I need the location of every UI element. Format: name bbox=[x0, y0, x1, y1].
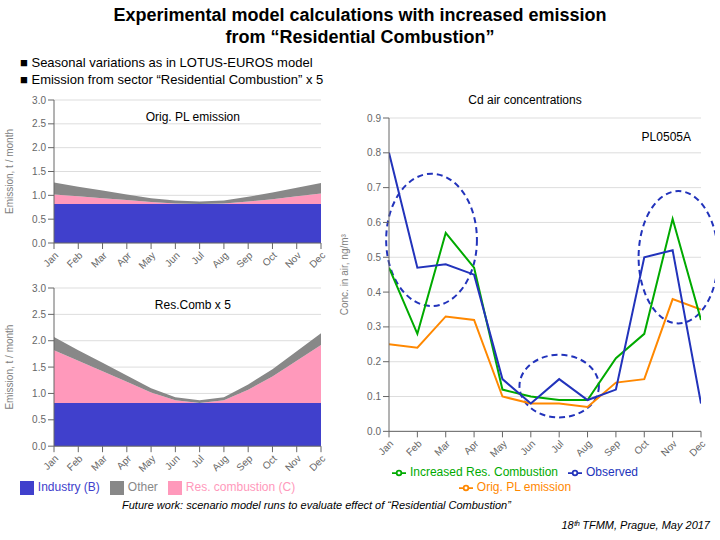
html-text:from “Residential Combustion”: from “Residential Combustion” bbox=[225, 27, 495, 47]
svg-text:Jun: Jun bbox=[163, 250, 182, 269]
html-text:Experimental model calculation: Experimental model calculations with inc… bbox=[113, 5, 607, 25]
html-text:18ᵗʰ TFMM, Prague, May 2017: 18ᵗʰ TFMM, Prague, May 2017 bbox=[561, 519, 710, 531]
html-text:■ Seasonal variations as in LO: ■ Seasonal variations as in LOTUS-EUROS … bbox=[20, 55, 313, 70]
svg-text:Emission, t / month: Emission, t / month bbox=[8, 325, 15, 410]
svg-text:2.0: 2.0 bbox=[32, 142, 46, 153]
svg-text:Jul: Jul bbox=[549, 438, 566, 455]
svg-text:Nov: Nov bbox=[283, 250, 303, 270]
svg-text:May: May bbox=[136, 453, 157, 474]
svg-text:2.5: 2.5 bbox=[32, 118, 46, 129]
svg-text:0.5: 0.5 bbox=[367, 252, 381, 263]
svg-text:Feb: Feb bbox=[65, 453, 85, 473]
svg-text:Apr: Apr bbox=[114, 452, 133, 471]
svg-text:3.0: 3.0 bbox=[32, 95, 46, 106]
svg-text:Dec: Dec bbox=[687, 438, 707, 458]
svg-text:Aug: Aug bbox=[210, 250, 230, 270]
svg-text:1.0: 1.0 bbox=[32, 388, 46, 399]
html-text:Cd air concentrations: Cd air concentrations bbox=[468, 93, 582, 107]
svg-text:Jul: Jul bbox=[189, 453, 206, 470]
svg-text:1.5: 1.5 bbox=[32, 166, 46, 177]
svg-text:Oct: Oct bbox=[260, 250, 279, 269]
svg-text:May: May bbox=[488, 438, 509, 459]
svg-text:Oct: Oct bbox=[632, 438, 651, 457]
svg-text:Aug: Aug bbox=[574, 438, 594, 458]
svg-text:0.8: 0.8 bbox=[367, 147, 381, 158]
html-text:■ Emission from sector “Reside: ■ Emission from sector “Residential Comb… bbox=[20, 72, 324, 87]
svg-text:May: May bbox=[136, 250, 157, 271]
html-text:⁠Future work: scenario model r: ⁠Future work: scenario model runs to eva… bbox=[122, 499, 511, 511]
svg-text:Nov: Nov bbox=[283, 453, 303, 473]
svg-text:Oct: Oct bbox=[260, 453, 279, 472]
svg-text:Jan: Jan bbox=[41, 250, 60, 269]
svg-text:3.0: 3.0 bbox=[32, 283, 46, 294]
svg-text:0.0: 0.0 bbox=[367, 426, 381, 437]
svg-text:0.4: 0.4 bbox=[367, 287, 381, 298]
svg-text:Feb: Feb bbox=[65, 249, 85, 269]
svg-text:Dec: Dec bbox=[307, 250, 327, 270]
svg-text:0.5: 0.5 bbox=[32, 214, 46, 225]
html-text:Industry (B): Industry (B) bbox=[37, 480, 100, 495]
html-text:Orig. PL emission: Orig. PL emission bbox=[476, 480, 572, 495]
svg-text:0.2: 0.2 bbox=[367, 356, 381, 367]
svg-text:1.5: 1.5 bbox=[32, 362, 46, 373]
svg-text:0.7: 0.7 bbox=[367, 182, 381, 193]
html-text:Res.Comb x 5: Res.Comb x 5 bbox=[154, 298, 231, 312]
svg-text:Nov: Nov bbox=[659, 438, 679, 458]
html-text:PL0505A: PL0505A bbox=[641, 130, 691, 144]
html-text:Observed: Observed bbox=[586, 465, 638, 480]
svg-text:Mar: Mar bbox=[89, 452, 109, 472]
svg-text:Emission, t / month: Emission, t / month bbox=[8, 129, 15, 214]
svg-text:Jan: Jan bbox=[376, 438, 395, 457]
svg-text:Mar: Mar bbox=[89, 249, 109, 269]
svg-text:0.6: 0.6 bbox=[367, 217, 381, 228]
html-text:Increased Res. Combustion: Increased Res. Combustion bbox=[409, 465, 558, 480]
svg-text:Apr: Apr bbox=[114, 249, 133, 268]
svg-text:Jul: Jul bbox=[189, 250, 206, 267]
svg-text:0.0: 0.0 bbox=[32, 441, 46, 452]
svg-text:2.0: 2.0 bbox=[32, 335, 46, 346]
svg-text:Feb: Feb bbox=[404, 438, 424, 458]
html-text:Orig. PL emission: Orig. PL emission bbox=[145, 110, 240, 124]
svg-text:0.0: 0.0 bbox=[32, 238, 46, 249]
html-text:Res. combustion (C): Res. combustion (C) bbox=[185, 480, 296, 495]
svg-text:0.5: 0.5 bbox=[32, 414, 46, 425]
svg-text:0.3: 0.3 bbox=[367, 321, 381, 332]
svg-text:Mar: Mar bbox=[432, 438, 452, 458]
svg-text:0.9: 0.9 bbox=[367, 113, 381, 124]
svg-text:Dec: Dec bbox=[307, 453, 327, 473]
svg-text:Sep: Sep bbox=[234, 249, 255, 270]
svg-text:1.0: 1.0 bbox=[32, 190, 46, 201]
svg-text:Conc. in air, ng/m³: Conc. in air, ng/m³ bbox=[339, 233, 350, 315]
svg-text:Jun: Jun bbox=[163, 453, 182, 472]
svg-text:Apr: Apr bbox=[462, 438, 481, 457]
svg-text:Jan: Jan bbox=[41, 453, 60, 472]
svg-text:Jun: Jun bbox=[518, 438, 537, 457]
svg-text:Sep: Sep bbox=[234, 453, 255, 474]
html-text:Other: Other bbox=[127, 480, 158, 495]
svg-text:Sep: Sep bbox=[602, 438, 623, 459]
svg-text:0.1: 0.1 bbox=[367, 391, 381, 402]
svg-text:2.5: 2.5 bbox=[32, 309, 46, 320]
svg-text:Aug: Aug bbox=[210, 453, 230, 473]
